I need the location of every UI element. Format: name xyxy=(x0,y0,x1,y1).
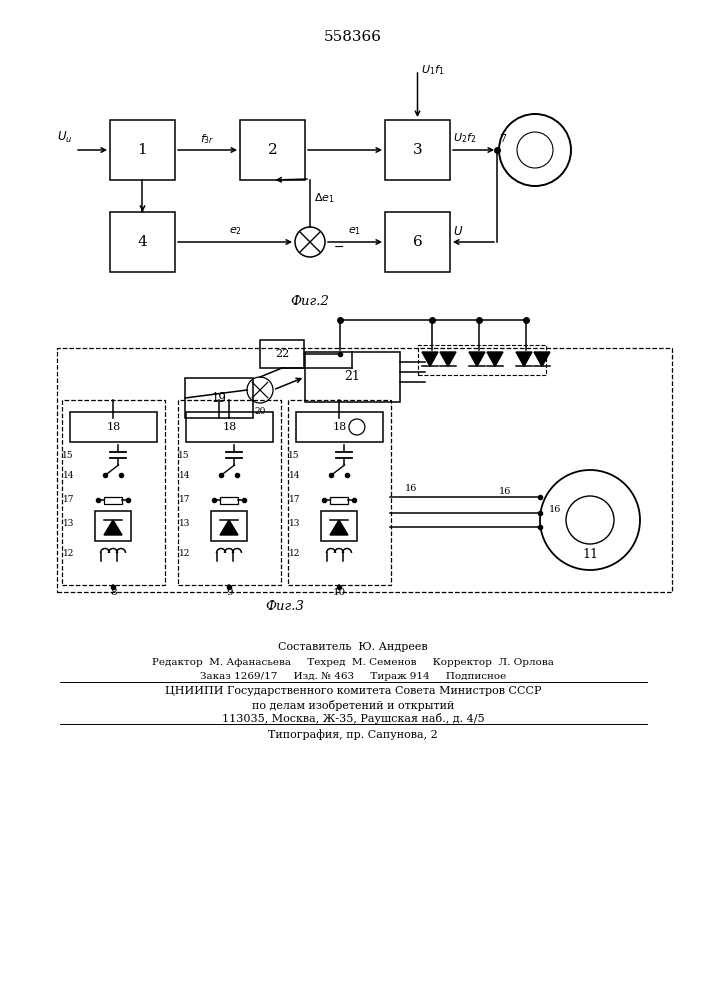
Text: Заказ 1269/17     Изд. № 463     Тираж 914     Подписное: Заказ 1269/17 Изд. № 463 Тираж 914 Подпи… xyxy=(200,672,506,681)
Bar xyxy=(186,412,273,442)
Text: 13: 13 xyxy=(288,518,300,528)
Text: 16: 16 xyxy=(499,488,511,496)
Text: $U_2f_2$: $U_2f_2$ xyxy=(453,131,477,145)
Text: 113035, Москва, Ж-35, Раушская наб., д. 4/5: 113035, Москва, Ж-35, Раушская наб., д. … xyxy=(222,713,484,724)
Text: 21: 21 xyxy=(344,370,361,383)
Text: 3: 3 xyxy=(413,143,422,157)
Text: Типография, пр. Сапунова, 2: Типография, пр. Сапунова, 2 xyxy=(268,729,438,740)
Text: 22: 22 xyxy=(275,349,289,359)
Bar xyxy=(178,400,281,585)
Text: Фиг.3: Фиг.3 xyxy=(266,600,305,613)
Bar xyxy=(321,511,357,541)
Polygon shape xyxy=(422,352,438,366)
Text: 15: 15 xyxy=(178,450,190,460)
Bar xyxy=(305,352,400,402)
Bar xyxy=(418,345,546,375)
Bar xyxy=(62,400,165,585)
Text: 16: 16 xyxy=(549,506,561,514)
Text: 7: 7 xyxy=(499,134,506,144)
Text: 11: 11 xyxy=(582,548,598,562)
Text: 14: 14 xyxy=(62,471,74,480)
Text: 17: 17 xyxy=(178,495,190,504)
Bar xyxy=(57,348,672,592)
Text: 17: 17 xyxy=(62,495,74,504)
Text: 12: 12 xyxy=(63,548,74,558)
Text: Составитель  Ю. Андреев: Составитель Ю. Андреев xyxy=(278,642,428,652)
Bar xyxy=(385,120,450,180)
Text: 20: 20 xyxy=(255,407,266,416)
Text: 6: 6 xyxy=(413,235,422,249)
Bar xyxy=(221,496,238,504)
Text: 13: 13 xyxy=(63,518,74,528)
Text: 12: 12 xyxy=(288,548,300,558)
Bar xyxy=(240,120,305,180)
Bar xyxy=(95,511,131,541)
Text: 18: 18 xyxy=(106,422,121,432)
Text: 558366: 558366 xyxy=(324,30,382,44)
Text: 14: 14 xyxy=(288,471,300,480)
Text: 8: 8 xyxy=(110,588,117,597)
Text: 12: 12 xyxy=(179,548,190,558)
Text: 1: 1 xyxy=(138,143,147,157)
Bar xyxy=(105,496,122,504)
Bar xyxy=(385,212,450,272)
Polygon shape xyxy=(104,520,122,535)
Polygon shape xyxy=(440,352,456,366)
Bar xyxy=(211,511,247,541)
Text: 19: 19 xyxy=(211,391,226,404)
Bar xyxy=(260,340,304,368)
Bar xyxy=(110,212,175,272)
Bar xyxy=(288,400,391,585)
Text: 18: 18 xyxy=(332,422,346,432)
Bar xyxy=(110,120,175,180)
Text: 14: 14 xyxy=(178,471,190,480)
Text: $e_2$: $e_2$ xyxy=(228,225,242,237)
Text: по делам изобретений и открытий: по делам изобретений и открытий xyxy=(252,700,454,711)
Bar xyxy=(330,496,349,504)
Bar xyxy=(185,378,253,418)
Polygon shape xyxy=(469,352,485,366)
Polygon shape xyxy=(487,352,503,366)
Text: $f_{3r}$: $f_{3r}$ xyxy=(200,132,215,146)
Polygon shape xyxy=(516,352,532,366)
Polygon shape xyxy=(534,352,550,366)
Text: ЦНИИПИ Государственного комитета Совета Министров СССР: ЦНИИПИ Государственного комитета Совета … xyxy=(165,686,542,696)
Text: 2: 2 xyxy=(268,143,277,157)
Text: $U_u$: $U_u$ xyxy=(57,130,72,145)
Text: $-$: $-$ xyxy=(333,239,344,252)
Text: 13: 13 xyxy=(179,518,190,528)
Polygon shape xyxy=(330,520,348,535)
Text: 4: 4 xyxy=(138,235,147,249)
Text: 18: 18 xyxy=(223,422,237,432)
Text: $Δe_1$: $Δe_1$ xyxy=(314,192,334,205)
Text: 9: 9 xyxy=(226,588,233,597)
Text: $U_1f_1$: $U_1f_1$ xyxy=(421,63,445,77)
Text: 15: 15 xyxy=(62,450,74,460)
Text: Фиг.2: Фиг.2 xyxy=(291,295,329,308)
Text: $e_1$: $e_1$ xyxy=(349,225,361,237)
Bar xyxy=(70,412,157,442)
Bar xyxy=(296,412,383,442)
Text: $U$: $U$ xyxy=(453,225,463,238)
Text: 17: 17 xyxy=(288,495,300,504)
Polygon shape xyxy=(220,520,238,535)
Text: 10: 10 xyxy=(333,588,346,597)
Text: 16: 16 xyxy=(405,484,417,493)
Text: Редактор  М. Афанасьева     Техред  М. Семенов     Корректор  Л. Орлова: Редактор М. Афанасьева Техред М. Семенов… xyxy=(152,658,554,667)
Text: 15: 15 xyxy=(288,450,300,460)
